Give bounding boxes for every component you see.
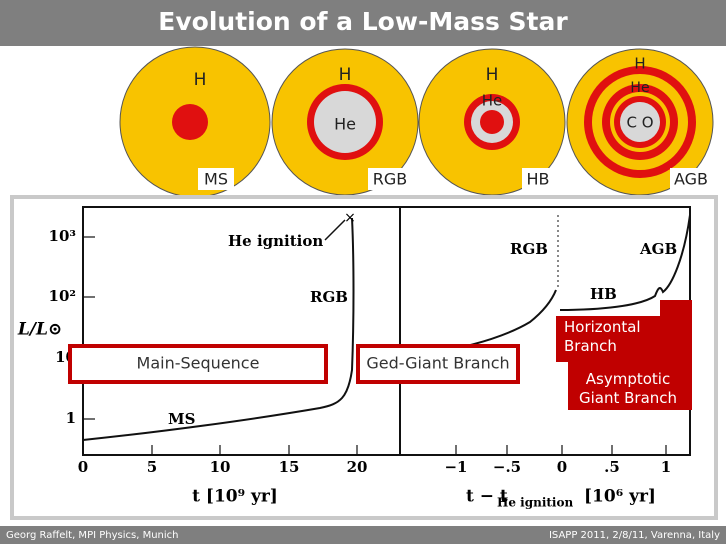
footer-right: ISAPP 2011, 2/8/11, Varenna, Italy <box>549 530 720 541</box>
stage-label: RGB <box>373 170 408 189</box>
stage-box <box>522 168 554 190</box>
x-tick-label: −.5 <box>493 458 521 476</box>
annotation: HB <box>590 285 617 303</box>
x-tick-label: 10 <box>210 458 231 476</box>
x-tick-label: 0 <box>557 458 567 476</box>
layer-label: H <box>194 70 207 90</box>
callout-box <box>356 344 520 384</box>
x-tick-label: 20 <box>347 458 368 476</box>
arrow <box>324 219 346 241</box>
ticks <box>83 236 667 455</box>
annotation: RGB <box>510 240 548 258</box>
callout: Ged-Giant Branch <box>366 354 509 373</box>
layer-label: C O <box>626 114 653 132</box>
y-label: L/L⊙ <box>17 320 62 340</box>
y-tick-label: 10² <box>49 287 76 305</box>
callout-box <box>568 300 692 410</box>
x-label: t [10⁹ yr] <box>192 487 278 507</box>
x-tick-label: 15 <box>279 458 300 476</box>
y-tick-label: 1 <box>66 409 76 427</box>
title-bar <box>0 0 726 46</box>
layer-label: He <box>334 115 356 134</box>
marker: × <box>344 210 356 226</box>
star-rgb <box>271 48 419 196</box>
annotation: AGB <box>639 240 677 258</box>
callout-wrap: Asymptotic Giant Branch <box>578 370 678 407</box>
stage-label: MS <box>204 170 228 189</box>
callout: Asymptotic Giant Branch <box>578 370 678 407</box>
callout-wrap: Horizontal Branch <box>564 318 641 355</box>
stage-box <box>670 168 712 190</box>
layer-label: H <box>339 65 352 85</box>
annotation: RGB <box>310 288 348 306</box>
star-ms <box>119 46 271 198</box>
stage-label: HB <box>526 170 549 189</box>
x-tick-label: 0 <box>78 458 88 476</box>
stage-label: AGB <box>674 170 708 189</box>
layer-label: H <box>634 55 645 73</box>
title: Evolution of a Low-Mass Star <box>158 7 568 36</box>
layer-label: He <box>630 80 649 96</box>
x-label: t − t <box>466 487 508 507</box>
x-tick-label: 1 <box>661 458 671 476</box>
annotation: MS <box>168 410 195 428</box>
annotation: He ignition <box>228 232 323 250</box>
x-tick-label: 5 <box>147 458 157 476</box>
layer-label: H <box>486 65 499 85</box>
callout: Main-Sequence <box>137 354 260 373</box>
x-label-sub: He ignition <box>497 496 573 510</box>
callout-box <box>556 316 660 362</box>
stage-box <box>368 168 412 190</box>
x-tick-label: .5 <box>604 458 620 476</box>
y-tick-label: 10³ <box>49 227 76 245</box>
star-agb <box>566 48 714 196</box>
callout-box <box>68 344 328 384</box>
x-label-unit: [10⁶ yr] <box>584 487 656 507</box>
star-hb <box>418 48 566 196</box>
x-tick-label: −1 <box>444 458 467 476</box>
callout: Horizontal Branch <box>564 318 641 355</box>
layer-label: He <box>482 92 503 110</box>
footer-bar <box>0 526 726 544</box>
stage-box <box>198 168 234 190</box>
footer-left: Georg Raffelt, MPI Physics, Munich <box>6 530 178 541</box>
